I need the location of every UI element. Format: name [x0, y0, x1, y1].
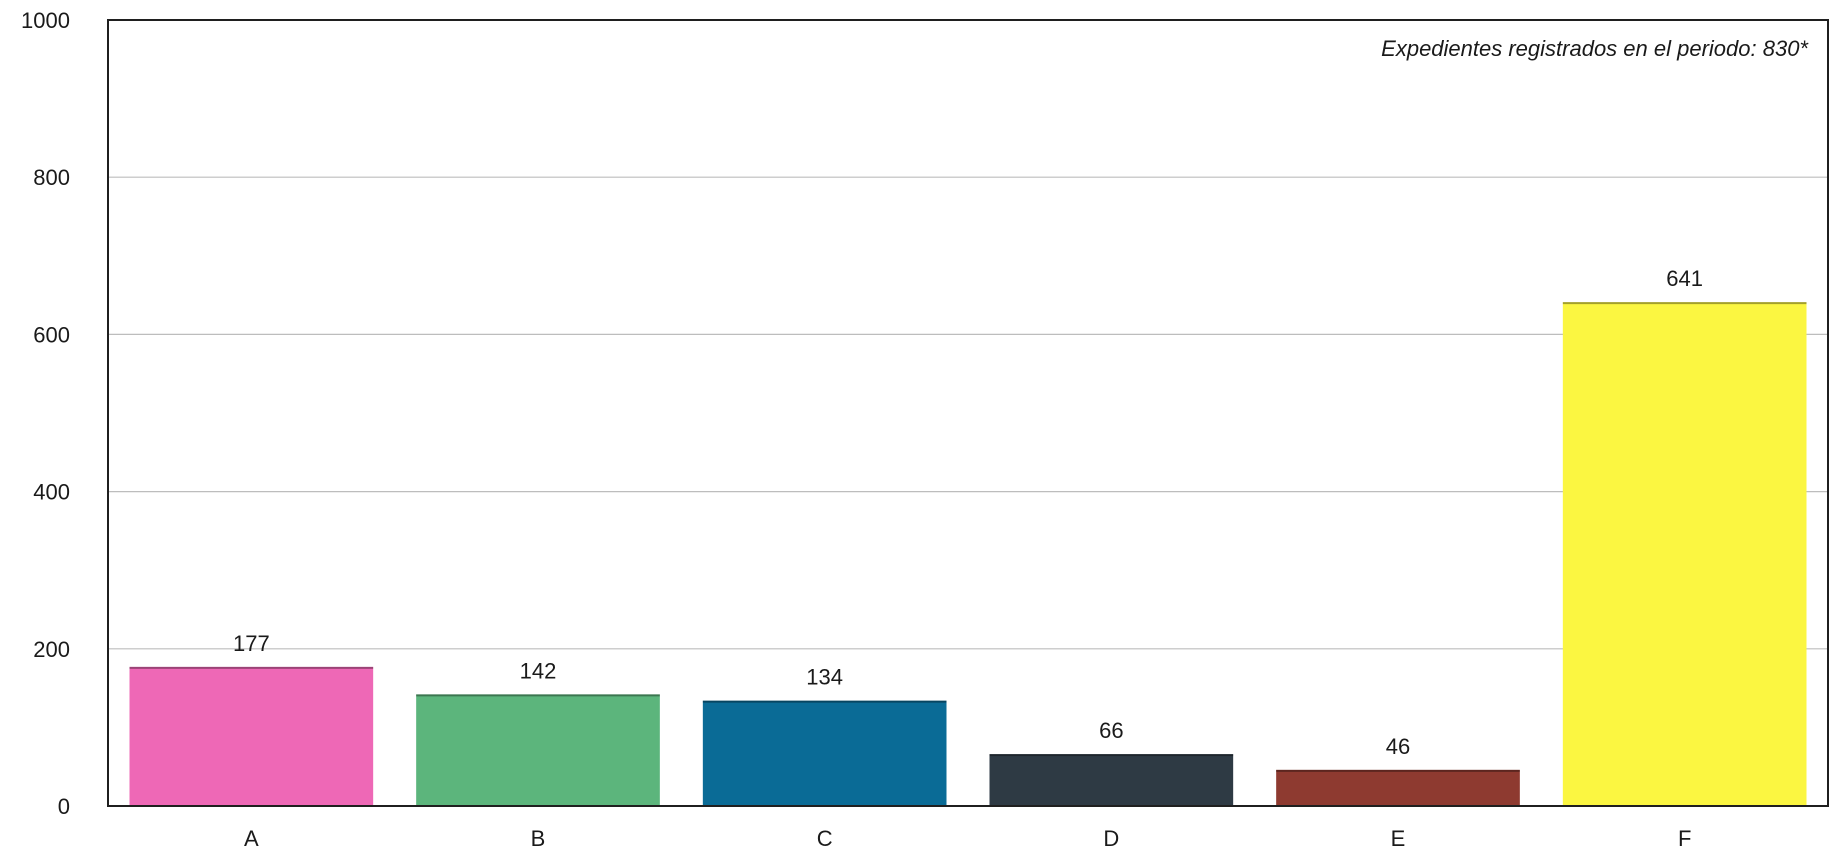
x-tick-label-c: C: [817, 826, 833, 851]
bar-layer: [129, 302, 1807, 806]
bar-b: [416, 694, 660, 806]
value-label-a: 177: [233, 631, 270, 656]
value-label-b: 142: [520, 658, 557, 683]
bar-d: [989, 754, 1234, 806]
x-tick-label-f: F: [1678, 826, 1691, 851]
y-tick-label: 200: [33, 637, 70, 662]
value-label-f: 641: [1666, 266, 1703, 291]
plot-frame: [107, 19, 1829, 807]
bar-f: [1562, 302, 1807, 806]
value-label-e: 46: [1386, 734, 1410, 759]
value-label-c: 134: [806, 665, 843, 690]
x-tick-label-d: D: [1103, 826, 1119, 851]
bar-e: [1276, 769, 1520, 806]
bar-c: [702, 700, 947, 806]
y-tick-label: 400: [33, 480, 70, 505]
y-tick-label: 600: [33, 322, 70, 347]
label-layer: 0 200 400 600 800 1000 177 A 142 B 134 C 66 D 46 E 641 F: [21, 8, 1703, 851]
chart-annotation: Expedientes registrados en el periodo: 8…: [1381, 36, 1809, 61]
x-tick-label-e: E: [1391, 826, 1406, 851]
value-label-d: 66: [1099, 718, 1123, 743]
y-tick-label: 0: [58, 794, 70, 819]
x-tick-label-b: B: [531, 826, 546, 851]
y-tick-label: 800: [33, 165, 70, 190]
bar-a: [129, 666, 374, 806]
y-tick-label: 1000: [21, 8, 70, 33]
grid-layer: [108, 176, 1828, 650]
x-tick-label-a: A: [244, 826, 259, 851]
